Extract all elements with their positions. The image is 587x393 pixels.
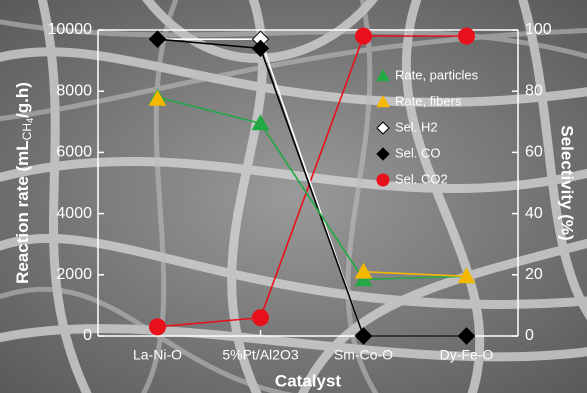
x-axis-title: Catalyst [275,371,341,390]
legend-label: Sel. CO [395,145,441,160]
y2-tick-label: 80 [525,82,543,99]
y2-axis-title: Selectivity (%) [558,125,577,240]
y2-tick-label: 100 [525,21,552,38]
data-point [150,319,166,335]
legend-marker [377,174,389,186]
chart: Catalyst Selectivity (%) Reaction rate (… [0,0,587,393]
legend-label: Rate, particles [395,67,479,82]
y-tick-label: 0 [83,327,92,344]
y-tick-label: 8000 [56,82,92,99]
y-axis-title: Reaction rate (mLCH4/g.h) [13,82,35,284]
y-axis-title-part: CH [20,123,34,140]
x-tick-label: La-Ni-O [133,347,182,363]
y-tick-label: 10000 [48,21,93,38]
x-tick-label: Dy-Fe-O [440,347,494,363]
y-axis-title-part: /g.h) [13,82,32,118]
data-point [356,28,372,44]
y2-tick-label: 60 [525,144,543,161]
legend-label: Sel. H2 [395,119,438,134]
y-tick-label: 2000 [56,266,92,283]
y2-tick-label: 20 [525,266,543,283]
y2-tick-label: 0 [525,327,534,344]
x-tick-label: Sm-Co-O [334,347,393,363]
y-tick-label: 6000 [56,144,92,161]
legend-label: Rate, fibers [395,93,462,108]
data-point [253,310,269,326]
legend-label: Sel. CO2 [395,171,448,186]
data-point [459,28,475,44]
y-axis-title-part: Reaction rate (mL [13,140,32,284]
x-tick-label: 5%Pt/Al2O3 [222,347,298,363]
y-tick-label: 4000 [56,205,92,222]
y2-tick-label: 40 [525,205,543,222]
